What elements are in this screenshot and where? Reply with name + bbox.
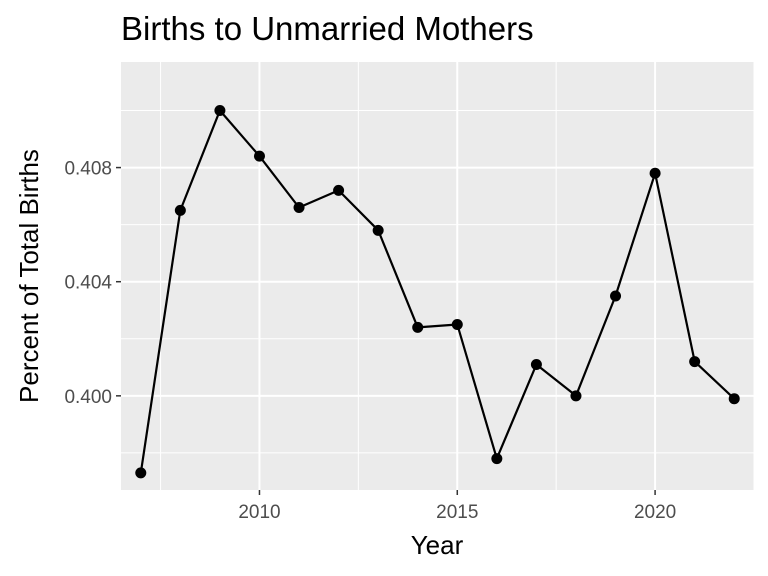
data-point xyxy=(333,184,345,196)
y-tick-label: 0.400 xyxy=(64,387,112,408)
data-point xyxy=(610,290,622,302)
data-point xyxy=(135,467,147,479)
x-tick-label: 2020 xyxy=(634,502,676,523)
data-point xyxy=(689,356,701,368)
grid-minor xyxy=(121,62,755,490)
chart-title: Births to Unmarried Mothers xyxy=(121,10,534,47)
y-axis-title: Percent of Total Births xyxy=(14,149,44,403)
y-tick-label: 0.408 xyxy=(64,159,112,180)
data-point xyxy=(412,321,424,333)
data-point xyxy=(570,390,582,402)
data-point xyxy=(491,453,503,465)
data-point xyxy=(174,204,186,216)
y-axis: 0.400 0.404 0.408 xyxy=(64,159,121,408)
data-point xyxy=(372,224,384,236)
data-point xyxy=(451,319,463,331)
data-point xyxy=(728,393,740,405)
series-layer xyxy=(135,105,740,479)
data-point xyxy=(214,105,226,117)
data-point xyxy=(649,167,661,179)
plot-panel xyxy=(121,62,754,490)
x-tick-label: 2010 xyxy=(238,502,280,523)
x-tick-label: 2015 xyxy=(436,502,478,523)
y-tick-label: 0.404 xyxy=(64,273,112,294)
grid-major xyxy=(121,62,754,490)
x-axis: 2010 2015 2020 xyxy=(238,490,676,523)
data-point xyxy=(293,202,305,214)
data-point xyxy=(253,150,265,162)
series-line xyxy=(139,109,735,474)
data-point xyxy=(530,358,542,370)
x-axis-title: Year xyxy=(411,530,464,560)
